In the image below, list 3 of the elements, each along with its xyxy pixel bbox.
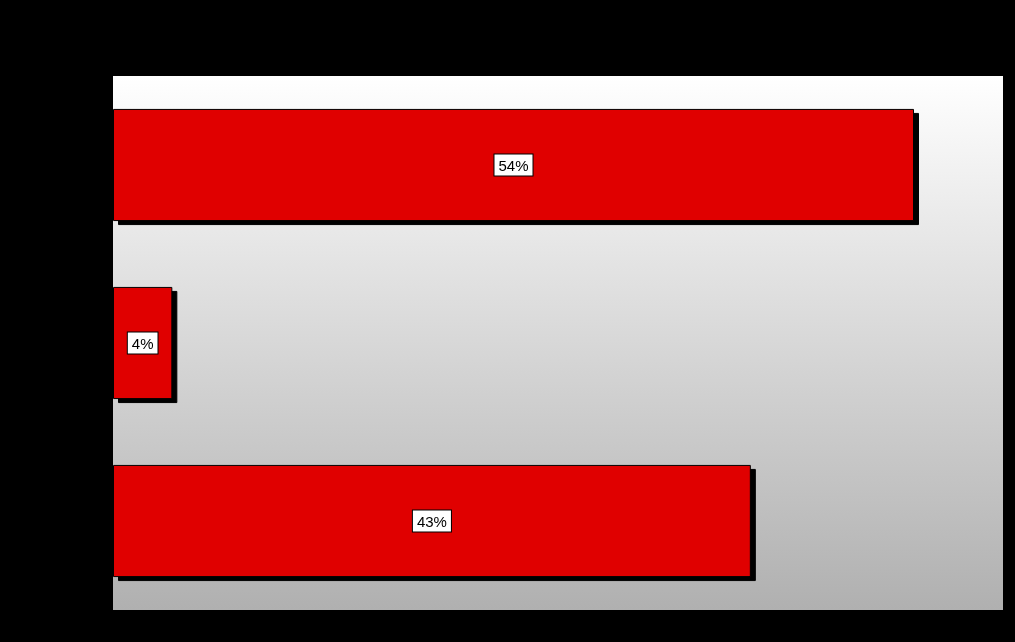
data-label: 54% — [498, 156, 529, 174]
data-label: 4% — [131, 334, 154, 352]
data-label: 43% — [416, 512, 447, 530]
